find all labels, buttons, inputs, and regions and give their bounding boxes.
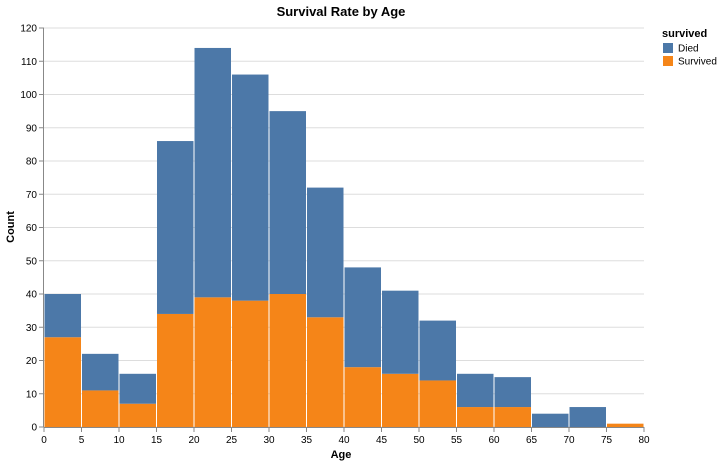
bar-survived <box>382 373 419 427</box>
x-tick-label: 65 <box>526 435 538 446</box>
x-tick-label: 25 <box>226 435 238 446</box>
legend-title: survived <box>662 28 707 40</box>
x-tick-label: 35 <box>301 435 313 446</box>
x-tick-label: 40 <box>338 435 350 446</box>
x-tick-label: 80 <box>638 435 650 446</box>
x-tick-label: 45 <box>376 435 388 446</box>
bars <box>44 47 644 427</box>
bar-survived <box>344 367 381 427</box>
x-tick-label: 10 <box>113 435 125 446</box>
x-tick-label: 70 <box>563 435 575 446</box>
bar-survived <box>44 337 81 427</box>
bar-died <box>494 377 531 408</box>
y-axis-title: Count <box>5 211 17 243</box>
bar-died <box>307 187 344 318</box>
x-tick-label: 75 <box>601 435 613 446</box>
x-tick-label: 5 <box>79 435 85 446</box>
bar-survived <box>119 403 156 427</box>
y-tick-label: 20 <box>26 356 38 367</box>
legend-swatch-died <box>663 43 673 53</box>
bar-survived <box>457 407 494 427</box>
bar-died <box>419 320 456 381</box>
y-tick-label: 40 <box>26 290 38 301</box>
bar-survived <box>157 313 194 427</box>
bar-survived <box>607 423 644 427</box>
y-tick-label: 30 <box>26 323 38 334</box>
x-tick-label: 15 <box>151 435 163 446</box>
bar-survived <box>307 317 344 427</box>
y-tick-label: 100 <box>20 90 37 101</box>
bar-died <box>269 111 306 294</box>
y-tick-label: 90 <box>26 123 38 134</box>
bar-survived <box>194 297 231 427</box>
bar-died <box>119 373 156 404</box>
bar-died <box>82 353 119 391</box>
bar-died <box>382 290 419 374</box>
gridlines <box>44 27 644 428</box>
y-tick-label: 110 <box>21 57 37 68</box>
x-tick-label: 60 <box>488 435 500 446</box>
x-tick-label: 55 <box>451 435 463 446</box>
x-axis-title: Age <box>331 449 352 461</box>
legend-swatch-survived <box>663 56 673 66</box>
x-tick-label: 20 <box>188 435 200 446</box>
bar-survived <box>82 390 119 427</box>
bar-survived <box>419 380 456 427</box>
x-axis: 0 5 10 15 20 25 30 35 40 45 50 55 60 65 70 75 80 <box>41 427 650 446</box>
x-tick-label: 0 <box>41 435 47 446</box>
bar-survived <box>494 407 531 427</box>
bar-died <box>457 373 494 408</box>
bar-died <box>344 267 381 368</box>
y-tick-label: 50 <box>26 256 38 267</box>
legend-label-survived: Survived <box>678 57 717 68</box>
bar-died <box>232 74 269 301</box>
x-tick-label: 50 <box>413 435 425 446</box>
bar-died <box>157 141 194 314</box>
legend-label-died: Died <box>678 44 699 55</box>
bar-survived <box>269 294 306 427</box>
y-tick-label: 120 <box>20 24 37 35</box>
bar-survived <box>232 300 269 427</box>
bar-died <box>194 47 231 298</box>
y-axis: 0 10 20 30 40 50 60 70 80 90 100 110 120 <box>20 24 44 434</box>
y-tick-label: 10 <box>26 389 38 400</box>
y-tick-label: 70 <box>26 190 38 201</box>
chart-title: Survival Rate by Age <box>277 4 406 19</box>
y-tick-label: 60 <box>26 223 38 234</box>
x-tick-label: 30 <box>263 435 275 446</box>
bar-died <box>44 294 81 338</box>
bar-died <box>569 407 606 427</box>
legend: survived Died Survived <box>662 28 717 68</box>
bar-died <box>532 413 569 427</box>
y-tick-label: 80 <box>26 157 38 168</box>
y-tick-label: 0 <box>31 423 37 434</box>
